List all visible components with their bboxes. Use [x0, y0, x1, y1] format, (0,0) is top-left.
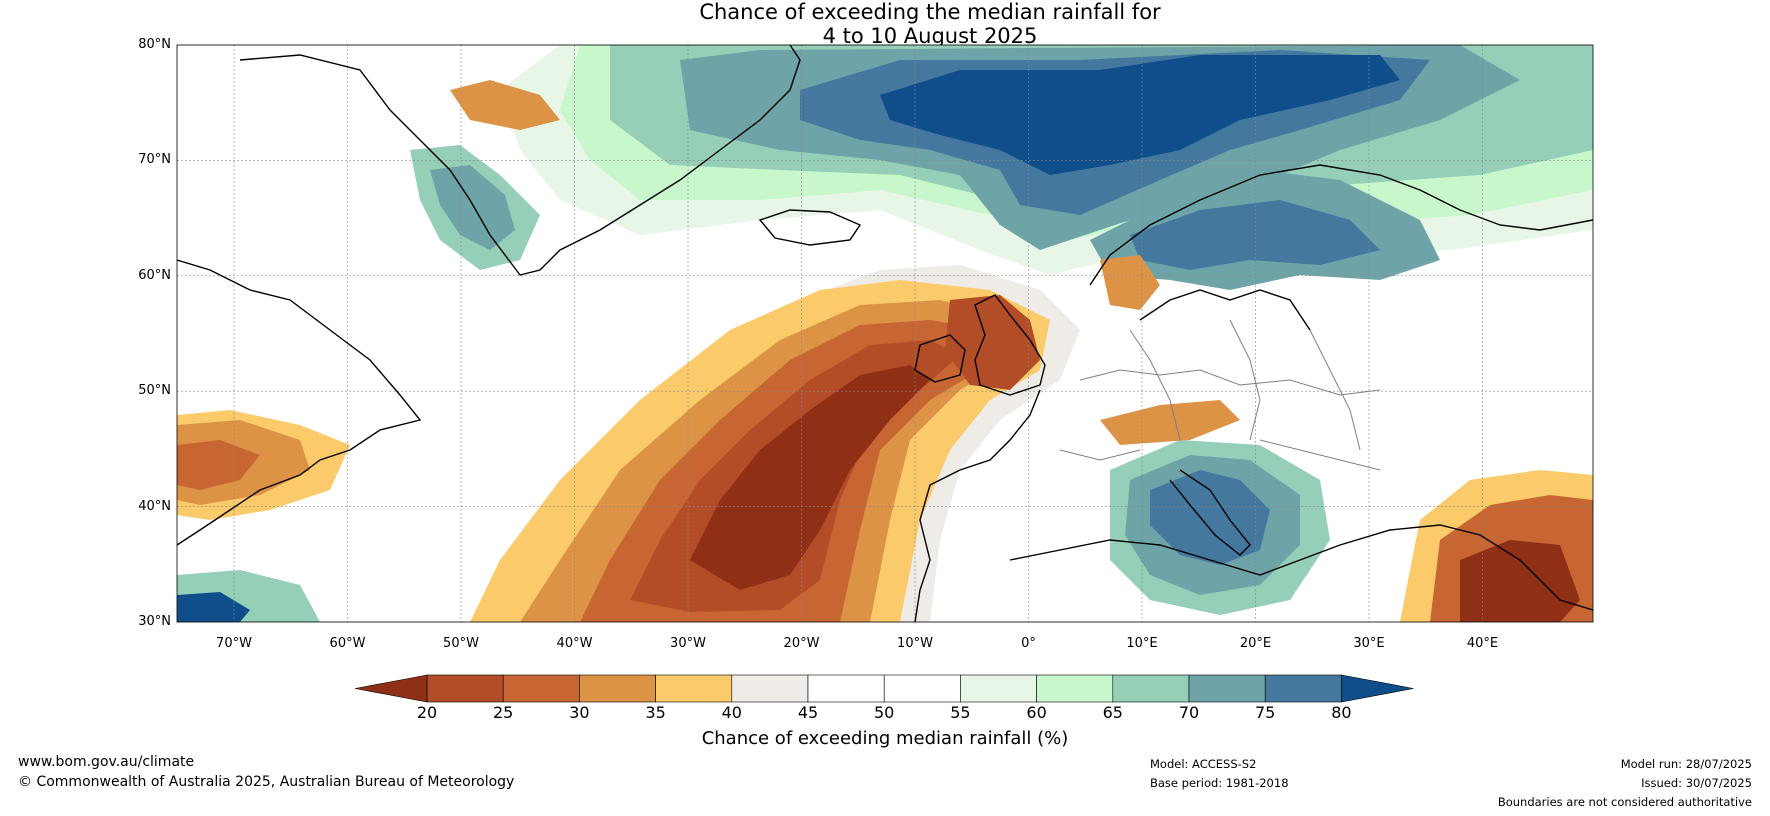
- model-text: Model: ACCESS-S2: [1150, 757, 1257, 771]
- iceland-coast: [758, 209, 862, 246]
- colorbar-tick-label: 20: [416, 703, 438, 722]
- britain-coast: [974, 294, 1046, 396]
- longitude-label: 10°E: [1126, 636, 1158, 651]
- base-period-text: Base period: 1981-2018: [1150, 776, 1289, 790]
- ireland-coast: [914, 334, 966, 383]
- region-scandinavia-blue: [1130, 200, 1380, 270]
- region-north-deepblue: [880, 55, 1400, 175]
- website-text: www.bom.gov.au/climate: [18, 754, 195, 770]
- baltic-coast: [1139, 289, 1311, 331]
- colorbar-tick-label: 55: [950, 703, 971, 722]
- colorbar-segment: [807, 674, 885, 703]
- latitude-label: 80°N: [138, 37, 171, 52]
- colorbar-tick-label: 75: [1255, 703, 1276, 722]
- colorbar-segment: [1264, 674, 1342, 703]
- colorbar-tick-label: 70: [1178, 703, 1200, 722]
- colorbar-high-arrow: [1341, 674, 1414, 703]
- region-me-deepbrown: [1460, 540, 1580, 622]
- rainfall-field: [177, 45, 1593, 622]
- longitude-label: 10°W: [897, 636, 933, 651]
- chart-title: Chance of exceeding the median rainfall …: [0, 0, 1770, 48]
- latitude-label: 50°N: [138, 383, 171, 399]
- border-line-5: [1059, 449, 1141, 461]
- title-line-2: 4 to 10 August 2025: [822, 24, 1038, 48]
- colorbar-low-arrow: [354, 674, 428, 703]
- italy-coast: [1169, 469, 1251, 556]
- region-baltic-orange: [1100, 255, 1160, 310]
- colorbar-tick-label: 65: [1102, 703, 1123, 722]
- latitude-label: 60°N: [138, 267, 171, 283]
- region-na-orangebrown: [177, 440, 260, 490]
- greenland-coast: [239, 45, 801, 276]
- region-uk-brown: [945, 295, 1040, 390]
- longitude-label: 0°: [1021, 636, 1036, 651]
- border-line-3: [1229, 319, 1261, 441]
- longitude-label: 40°W: [556, 636, 593, 651]
- colorbar-segment: [960, 674, 1037, 703]
- border-line-4: [1309, 329, 1361, 451]
- colorbar-segment: [1036, 674, 1114, 703]
- disclaimer-text: Boundaries are not considered authoritat…: [1497, 795, 1752, 809]
- border-line-1: [1079, 369, 1381, 396]
- longitude-label: 20°W: [783, 636, 820, 651]
- latitude-label: 30°N: [138, 614, 171, 629]
- colorbar-tick-label: 30: [569, 703, 590, 722]
- region-north-orange: [450, 80, 560, 130]
- colorbar-tick-label: 40: [721, 703, 742, 722]
- longitude-label: 60°W: [329, 636, 366, 651]
- colorbar-tick-label: 50: [874, 703, 895, 722]
- colorbar-label: Chance of exceeding median rainfall (%): [701, 728, 1069, 749]
- colorbar-tick-label: 45: [797, 703, 819, 722]
- copyright-text: © Commonwealth of Australia 2025, Austra…: [18, 774, 515, 790]
- longitude-label: 50°W: [443, 636, 479, 651]
- colorbar-tick-label: 60: [1026, 703, 1047, 722]
- colorbar-tick-label: 35: [645, 703, 666, 722]
- colorbar-segment: [502, 674, 580, 703]
- longitude-label: 70°W: [216, 636, 252, 651]
- border-line-6: [1259, 439, 1381, 471]
- colorbar-tick-label: 25: [493, 703, 514, 722]
- colorbar-segment: [1112, 674, 1190, 703]
- colorbar-segment: [655, 674, 733, 703]
- border-line-2: [1129, 329, 1181, 441]
- longitude-label: 30°W: [670, 636, 706, 651]
- longitude-label: 30°E: [1353, 636, 1385, 651]
- region-alps-orange: [1100, 400, 1240, 445]
- issued-text: Issued: 30/07/2025: [1641, 776, 1752, 790]
- north-america-coast: [177, 259, 422, 546]
- mediterranean-coast: [1009, 524, 1593, 611]
- colorbar-segment: [1188, 674, 1266, 703]
- colorbar-segment: [731, 674, 809, 703]
- latitude-label: 40°N: [138, 498, 171, 514]
- region-atlantic-deepbrown: [690, 365, 930, 590]
- region-sw-blue: [177, 592, 250, 622]
- colorbar-segment: [579, 674, 656, 703]
- colorbar-segment: [426, 674, 504, 703]
- latitude-label: 70°N: [138, 152, 171, 168]
- longitude-label: 20°E: [1239, 636, 1272, 651]
- region-greenland-teal: [430, 165, 515, 250]
- title-line-1: Chance of exceeding the median rainfall …: [699, 0, 1161, 24]
- scandinavia-coast: [1089, 164, 1593, 286]
- map-frame: [176, 44, 1594, 623]
- europe-coast: [914, 389, 1041, 622]
- model-run-text: Model run: 28/07/2025: [1620, 757, 1752, 771]
- coastlines: [177, 45, 1593, 622]
- country-borders: [1059, 319, 1381, 471]
- colorbar-tick-label: 80: [1331, 703, 1352, 722]
- colorbar-segment: [883, 674, 961, 703]
- longitude-label: 40°E: [1466, 636, 1499, 651]
- region-med-blue: [1150, 470, 1270, 565]
